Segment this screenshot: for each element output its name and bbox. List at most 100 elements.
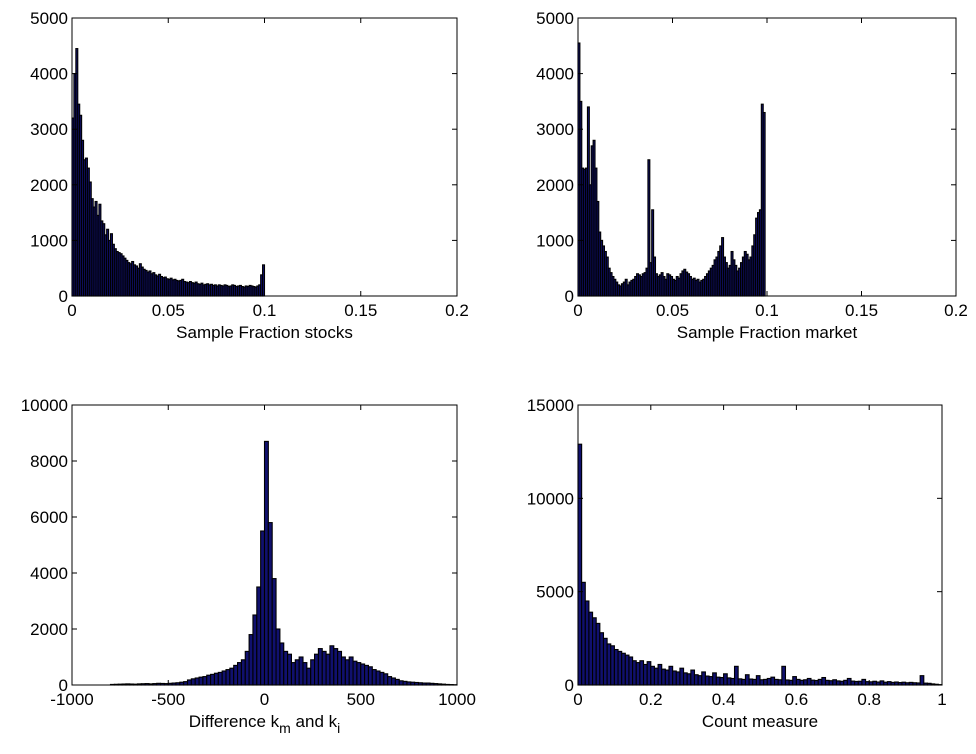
- histogram-bar: [321, 650, 327, 686]
- histogram-bar: [294, 659, 300, 686]
- histogram-bar: [390, 677, 396, 686]
- x-tick-label: 0.15: [344, 301, 377, 320]
- y-tick-label: 6000: [30, 508, 68, 527]
- histogram-bar: [402, 680, 408, 686]
- histogram-bar: [302, 662, 308, 686]
- y-tick-label: 1000: [536, 231, 574, 250]
- histogram-bar: [202, 676, 208, 686]
- histogram-bar: [306, 667, 312, 686]
- histogram-bar: [398, 680, 404, 686]
- histogram-bars: [577, 443, 943, 686]
- histogram-bar: [344, 659, 350, 686]
- histogram-bars: [71, 48, 266, 297]
- x-axis-label: Sample Fraction market: [677, 323, 858, 342]
- histogram-bar: [340, 656, 346, 686]
- histogram-bar: [229, 667, 235, 686]
- histogram-bar: [256, 586, 262, 686]
- subplot-2: 0 0.05 0.1 0.15 0.2 0 1000 2000 3000 4000 5000 Samp…: [536, 9, 968, 342]
- x-tick-label: 500: [347, 690, 375, 709]
- x-tick-label: -1000: [50, 690, 93, 709]
- histogram-bar: [310, 659, 316, 686]
- x-tick-label: 0.2: [639, 690, 663, 709]
- subplot-1: 0 0.05 0.1 0.15 0.2 0 1000 2000 3000 4000 5000 Samp…: [30, 9, 469, 342]
- x-tick-label: 0: [573, 301, 582, 320]
- y-tick-label: 8000: [30, 452, 68, 471]
- histogram-bar: [248, 634, 254, 686]
- y-tick-label: 0: [59, 676, 68, 695]
- histogram-bar: [240, 659, 246, 686]
- x-tick-label: 0.8: [857, 690, 881, 709]
- histogram-bar: [263, 440, 269, 686]
- x-tick-label: 0.1: [755, 301, 779, 320]
- y-tick-label: 15000: [527, 396, 574, 415]
- histogram-bar: [383, 673, 389, 686]
- subplot-3: -1000 -500 0 500 10000200040006000800010000D…: [21, 396, 476, 736]
- histogram-bar: [194, 677, 200, 686]
- x-tick-label: 0.05: [152, 301, 185, 320]
- x-tick-label: 0.15: [845, 301, 878, 320]
- histogram-bar: [186, 679, 192, 686]
- axes-box: [577, 17, 957, 297]
- histogram-bar: [275, 628, 281, 686]
- x-tick-label: 0.4: [712, 690, 736, 709]
- y-tick-label: 0: [59, 287, 68, 306]
- histogram-bar: [287, 653, 293, 686]
- histogram-bar: [244, 650, 250, 686]
- y-tick-label: 10000: [21, 396, 68, 415]
- histogram-bar: [210, 673, 216, 686]
- histogram-bar: [267, 522, 273, 686]
- histogram-bar: [271, 578, 277, 686]
- x-tick-label: 0: [573, 690, 582, 709]
- x-tick-label: 0.2: [445, 301, 469, 320]
- y-tick-label: 0: [565, 287, 574, 306]
- y-tick-label: 4000: [30, 65, 68, 84]
- histogram-bar: [348, 656, 354, 686]
- histogram-bar: [252, 614, 258, 686]
- y-tick-label: 5000: [536, 583, 574, 602]
- x-axis-label: Sample Fraction stocks: [176, 323, 353, 342]
- histogram-bar: [356, 662, 362, 686]
- histogram-bar: [379, 671, 385, 686]
- subplot-4: 0 0.2 0.4 0.6 0.8 1 0 5000 10000 15000 Count measu…: [527, 396, 947, 731]
- histogram-bar: [762, 111, 766, 297]
- histogram-bar: [360, 663, 366, 686]
- histogram-bars: [109, 440, 458, 686]
- y-tick-label: 2000: [30, 620, 68, 639]
- histogram-bar: [329, 645, 335, 686]
- y-tick-label: 10000: [527, 489, 574, 508]
- histogram-bar: [213, 672, 219, 686]
- histogram-bar: [313, 653, 319, 686]
- histogram-bar: [237, 662, 242, 686]
- histogram-bar: [352, 660, 358, 686]
- y-tick-label: 2000: [30, 176, 68, 195]
- histogram-bar: [233, 664, 239, 686]
- histogram-bar: [260, 530, 266, 686]
- histogram-bar: [198, 676, 204, 686]
- histogram-bar: [279, 642, 285, 686]
- histogram-bar: [333, 648, 339, 686]
- y-tick-label: 4000: [30, 564, 68, 583]
- histogram-bar: [225, 669, 231, 686]
- axes-box: [577, 404, 943, 686]
- y-tick-label: 1000: [30, 231, 68, 250]
- histogram-bars: [577, 42, 766, 297]
- axes-box: [71, 17, 458, 297]
- x-axis-label: Difference km and ki: [189, 712, 341, 736]
- y-tick-label: 3000: [536, 120, 574, 139]
- x-tick-label: 1000: [438, 690, 476, 709]
- y-tick-label: 3000: [30, 120, 68, 139]
- histogram-bar: [367, 666, 373, 686]
- histogram-bar: [190, 678, 196, 686]
- histogram-bar: [371, 669, 377, 686]
- histogram-bar: [183, 681, 189, 686]
- histogram-bar: [325, 653, 331, 686]
- histogram-bar: [387, 676, 393, 686]
- histogram-bar: [290, 662, 296, 686]
- histogram-bar: [298, 656, 304, 686]
- x-tick-label: -500: [151, 690, 185, 709]
- x-tick-label: 0: [260, 690, 269, 709]
- histogram-bar: [375, 670, 381, 686]
- histogram-bar: [337, 650, 343, 686]
- x-tick-label: 0.2: [944, 301, 968, 320]
